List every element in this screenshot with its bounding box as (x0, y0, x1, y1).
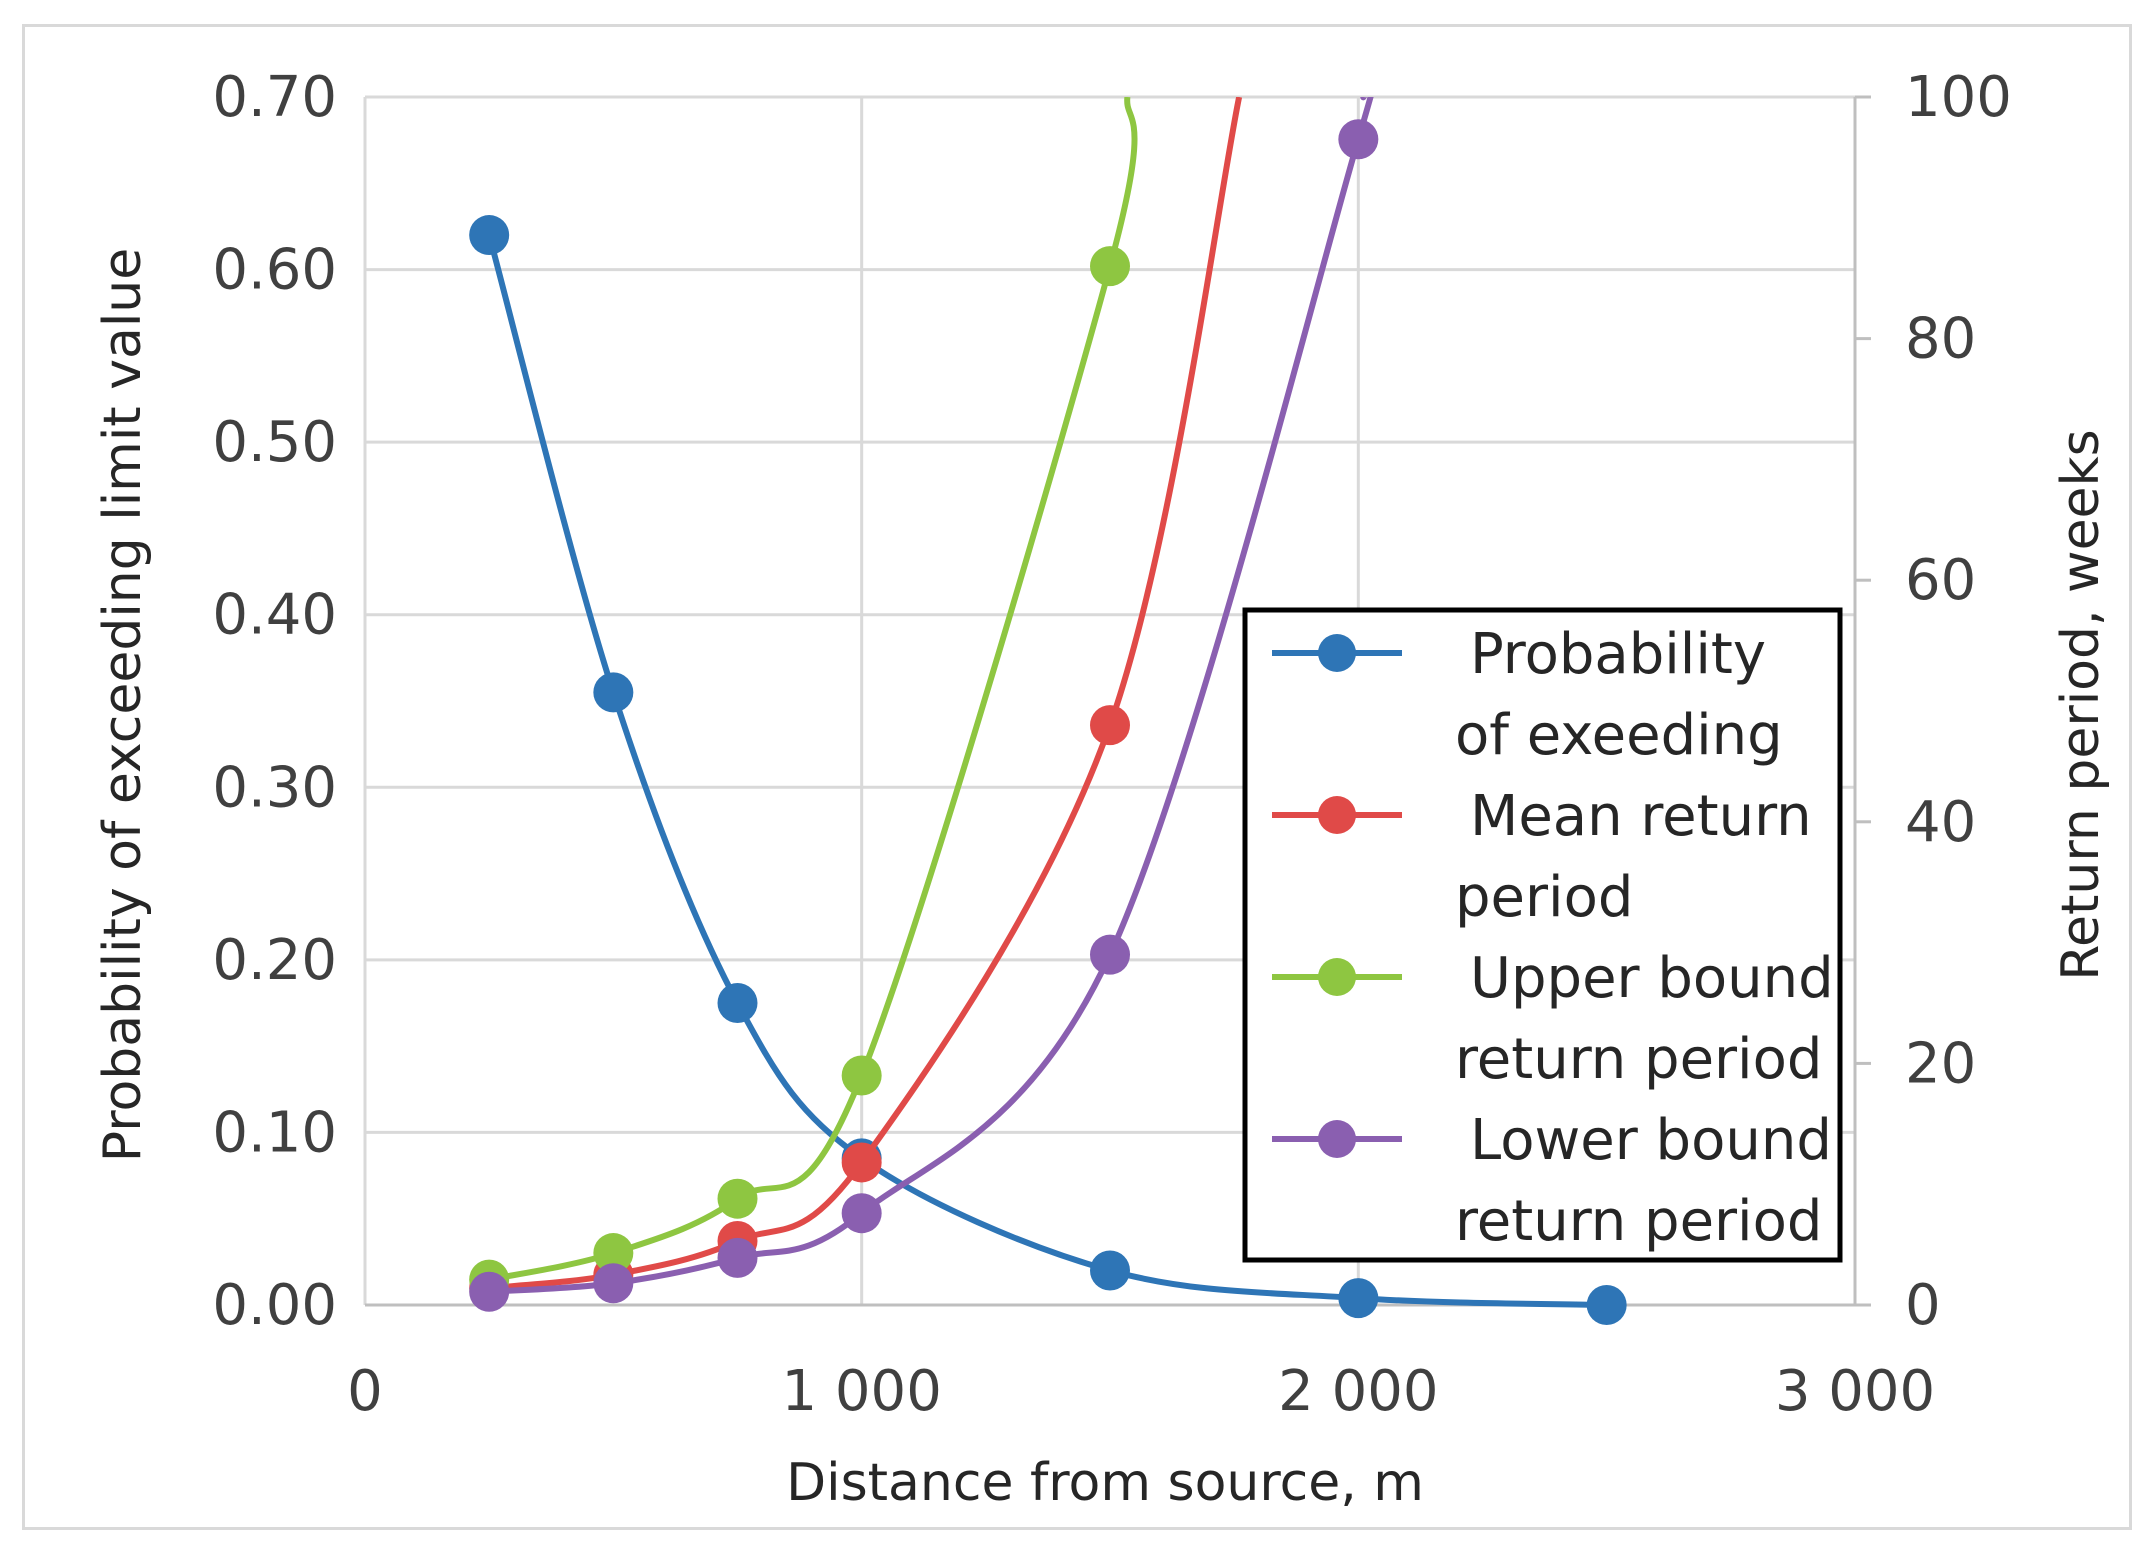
data-point (1090, 1250, 1130, 1291)
y-left-tick-label: 0.00 (212, 1273, 337, 1338)
y-left-tick-label: 0.10 (212, 1100, 337, 1165)
legend-item: Lower bound return period (1272, 1108, 1832, 1254)
x-axis-title: Distance from source, m (786, 1453, 1424, 1513)
data-point (593, 672, 634, 713)
legend-label: Upper bound (1470, 946, 1834, 1011)
data-point (1090, 705, 1130, 746)
legend-label: Mean return (1470, 784, 1812, 849)
data-point (717, 1178, 758, 1219)
tick-labels: 0.00 0.10 0.20 0.30 0.40 0.50 0.60 0.70 0 1 000 2 … (212, 65, 2012, 1424)
y-left-tick-label: 0.60 (212, 238, 337, 303)
legend-item: Probability of exeeding (1272, 622, 1783, 768)
y-left-tick-label: 0.20 (212, 928, 337, 993)
data-point (717, 1237, 758, 1278)
y-right-tick-label: 20 (1905, 1031, 1976, 1096)
y-left-tick-label: 0.50 (212, 410, 337, 475)
data-point (841, 1055, 882, 1096)
legend-marker (1318, 958, 1356, 996)
data-point (717, 983, 758, 1023)
data-point (469, 215, 510, 256)
legend-marker (1318, 634, 1356, 672)
series-3 (469, 97, 1138, 1300)
data-point (1338, 1278, 1379, 1319)
data-point (593, 1233, 634, 1274)
x-tick-label: 1 000 (782, 1359, 942, 1424)
data-point (1586, 1285, 1627, 1325)
series-layer (469, 97, 1627, 1325)
legend-label: return period (1455, 1189, 1822, 1254)
y-left-tick-label: 0.70 (212, 65, 337, 130)
y-left-tick-label: 0.40 (212, 583, 337, 648)
series-4 (469, 97, 1379, 1312)
legend: Probability of exeeding Mean return period U… (1242, 607, 1843, 1263)
legend-label: Lower bound (1470, 1108, 1832, 1173)
y-right-tick-label: 40 (1905, 790, 1976, 855)
y-right-axis-title: Return period, weeks (2051, 429, 2111, 981)
legend-item: Mean return period (1272, 784, 1812, 930)
series-line (488, 97, 1138, 1283)
data-point (841, 1193, 882, 1234)
y-right-tick-label: 100 (1905, 65, 2012, 130)
y-left-tick-label: 0.30 (212, 755, 337, 820)
y-right-tick-label: 60 (1905, 548, 1976, 613)
data-point (1338, 119, 1379, 160)
data-point (1090, 246, 1130, 287)
legend-label: of exeeding (1455, 703, 1783, 768)
data-point (1090, 934, 1130, 975)
x-tick-label: 3 000 (1775, 1359, 1935, 1424)
data-point (469, 1271, 510, 1312)
y-right-tick-label: 80 (1905, 307, 1976, 372)
legend-marker (1318, 1120, 1356, 1158)
data-point (841, 1142, 882, 1183)
x-tick-label: 2 000 (1278, 1359, 1438, 1424)
x-tick-label: 0 (347, 1359, 383, 1424)
legend-label: return period (1455, 1027, 1822, 1092)
legend-label: Probability (1470, 622, 1766, 687)
legend-marker (1318, 796, 1356, 834)
data-point (593, 1263, 634, 1304)
y-right-tick-label: 0 (1905, 1273, 1941, 1338)
y-left-axis-title: Probability of exceeding limit value (93, 248, 153, 1162)
legend-item: Upper bound return period (1272, 946, 1834, 1092)
legend-label: period (1455, 865, 1633, 930)
